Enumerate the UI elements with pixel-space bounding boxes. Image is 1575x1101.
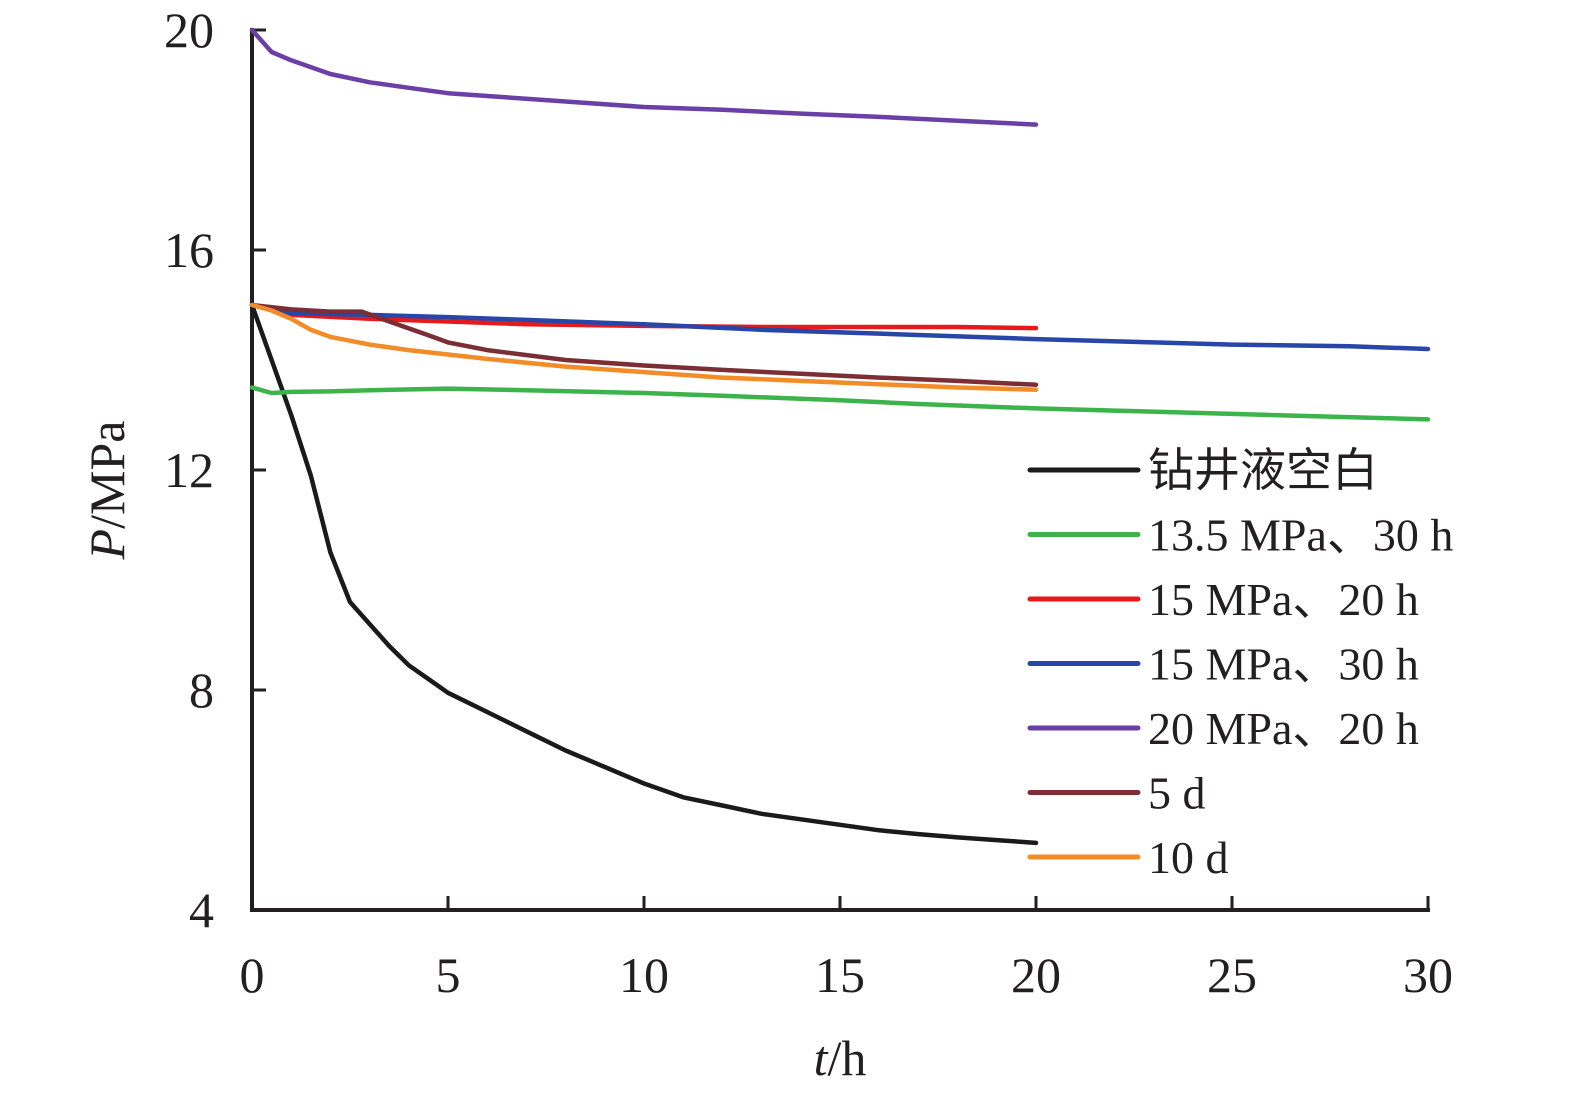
legend-label: 15 MPa、20 h [1148, 574, 1419, 625]
series-line-6 [249, 302, 1039, 388]
series-line-5 [249, 27, 1039, 127]
y-tick-label: 4 [189, 882, 214, 938]
x-tick-label: 10 [619, 947, 669, 1003]
legend-label: 15 MPa、30 h [1148, 639, 1419, 690]
y-axis-variable: P [79, 529, 135, 561]
legend-entry: 5 d [1027, 768, 1206, 819]
x-tick-label: 30 [1403, 947, 1453, 1003]
series-line-7 [249, 302, 1039, 392]
x-tick-label: 0 [240, 947, 265, 1003]
legend-label: 10 d [1148, 832, 1229, 883]
x-axis-unit: /h [828, 1030, 867, 1086]
x-tick-label: 5 [436, 947, 461, 1003]
series-line-3 [249, 302, 1039, 331]
x-axis-variable: t [814, 1030, 829, 1086]
y-axis-title: P/MPa [79, 421, 135, 561]
x-axis-title: t/h [814, 1030, 867, 1086]
legend-entry: 15 MPa、20 h [1027, 574, 1419, 625]
legend: 钻井液空白 13.5 MPa、30 h 15 MPa、20 h 15 MPa、30 h… [1027, 445, 1453, 883]
x-tick-label: 20 [1011, 947, 1061, 1003]
legend-entry: 钻井液空白 [1027, 445, 1378, 496]
series-line-1 [249, 302, 1039, 846]
legend-label: 13.5 MPa、30 h [1148, 510, 1453, 561]
x-tick-label: 25 [1207, 947, 1257, 1003]
legend-label: 20 MPa、20 h [1148, 703, 1419, 754]
legend-entry: 10 d [1027, 832, 1229, 883]
y-tick-label: 20 [164, 2, 214, 58]
y-tick-label: 16 [164, 222, 214, 278]
y-axis-unit: /MPa [79, 421, 135, 529]
x-tick-label: 15 [815, 947, 865, 1003]
series-lines [249, 27, 1431, 846]
legend-entry: 20 MPa、20 h [1027, 703, 1419, 754]
legend-label: 5 d [1148, 768, 1206, 819]
legend-label: 钻井液空白 [1148, 445, 1378, 496]
legend-entry: 13.5 MPa、30 h [1027, 510, 1453, 561]
y-tick-label: 12 [164, 442, 214, 498]
axes: 0 5 10 15 20 25 30 4 8 12 16 20 t/h P/MPa [79, 2, 1453, 1086]
legend-entry: 15 MPa、30 h [1027, 639, 1419, 690]
series-line-2 [249, 385, 1431, 422]
y-tick-label: 8 [189, 662, 214, 718]
